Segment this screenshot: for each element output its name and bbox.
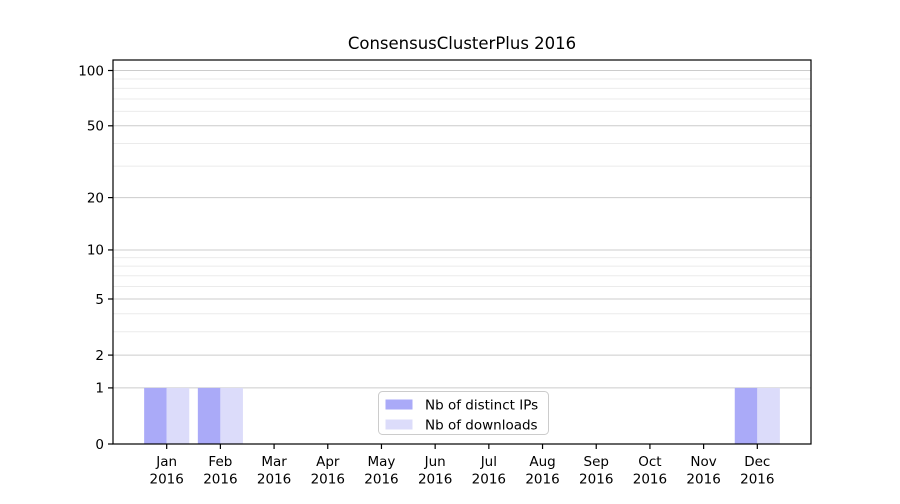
x-tick-label-year: 2016 xyxy=(472,472,506,488)
x-tick-label-month: Sep xyxy=(584,454,609,470)
gridlines-minor xyxy=(113,78,811,333)
x-tick-label-month: Dec xyxy=(744,454,770,470)
y-tick-label: 50 xyxy=(87,119,104,135)
y-tick-label: 1 xyxy=(95,381,104,397)
x-tick-label-year: 2016 xyxy=(418,472,452,488)
x-tick-label-month: Aug xyxy=(529,454,555,470)
x-tick-label-year: 2016 xyxy=(633,472,667,488)
x-tick-label-month: Nov xyxy=(690,454,716,470)
x-tick-label-month: Feb xyxy=(208,454,232,470)
legend-label-downloads: Nb of downloads xyxy=(425,418,538,434)
x-tick-label-year: 2016 xyxy=(740,472,774,488)
x-tick-label-year: 2016 xyxy=(257,472,291,488)
legend-box xyxy=(378,391,549,435)
x-tick-label-year: 2016 xyxy=(203,472,237,488)
chart-title: ConsensusClusterPlus 2016 xyxy=(348,34,576,53)
y-tick-label: 100 xyxy=(78,63,104,79)
plot-border xyxy=(112,59,812,445)
x-tick-label-month: Jun xyxy=(424,454,446,470)
legend-swatch-downloads xyxy=(385,419,413,430)
x-tick-label-year: 2016 xyxy=(311,472,345,488)
legend-label-distinct-ips: Nb of distinct IPs xyxy=(425,398,538,414)
axes-group xyxy=(112,59,812,445)
ticks-group xyxy=(108,69,758,449)
x-tick-label-month: Mar xyxy=(261,454,287,470)
x-tick-label-month: Apr xyxy=(316,454,340,470)
bar-downloads-dec-2016 xyxy=(757,387,780,444)
gridlines-major xyxy=(113,70,811,389)
y-tick-label: 5 xyxy=(95,292,104,308)
legend-swatch-distinct-ips xyxy=(385,399,413,410)
bars-group xyxy=(144,387,780,444)
x-tick-label-year: 2016 xyxy=(579,472,613,488)
tick-labels-group: 0 1 2 5 10 20 50 100 Jan 2016 Feb 2016 Mar 2016 Apr 201… xyxy=(78,63,774,487)
x-tick-label-month: Jan xyxy=(155,454,177,470)
y-tick-label: 10 xyxy=(87,243,104,259)
bar-distinct-ips-feb-2016 xyxy=(197,387,221,444)
bar-distinct-ips-jan-2016 xyxy=(144,387,167,444)
bar-distinct-ips-dec-2016 xyxy=(734,387,758,444)
y-tick-label: 0 xyxy=(95,437,104,453)
x-tick-label-year: 2016 xyxy=(686,472,720,488)
x-tick-label-month: May xyxy=(368,454,396,470)
y-tick-label: 20 xyxy=(87,190,104,206)
bar-downloads-jan-2016 xyxy=(166,387,190,444)
y-tick-label: 2 xyxy=(95,348,104,364)
x-tick-label-year: 2016 xyxy=(364,472,398,488)
x-tick-label-month: Jul xyxy=(480,454,497,470)
legend: Nb of distinct IPs Nb of downloads xyxy=(378,391,549,435)
x-tick-label-year: 2016 xyxy=(525,472,559,488)
bar-downloads-feb-2016 xyxy=(220,387,243,444)
x-tick-label-month: Oct xyxy=(638,454,661,470)
x-tick-label-year: 2016 xyxy=(150,472,184,488)
